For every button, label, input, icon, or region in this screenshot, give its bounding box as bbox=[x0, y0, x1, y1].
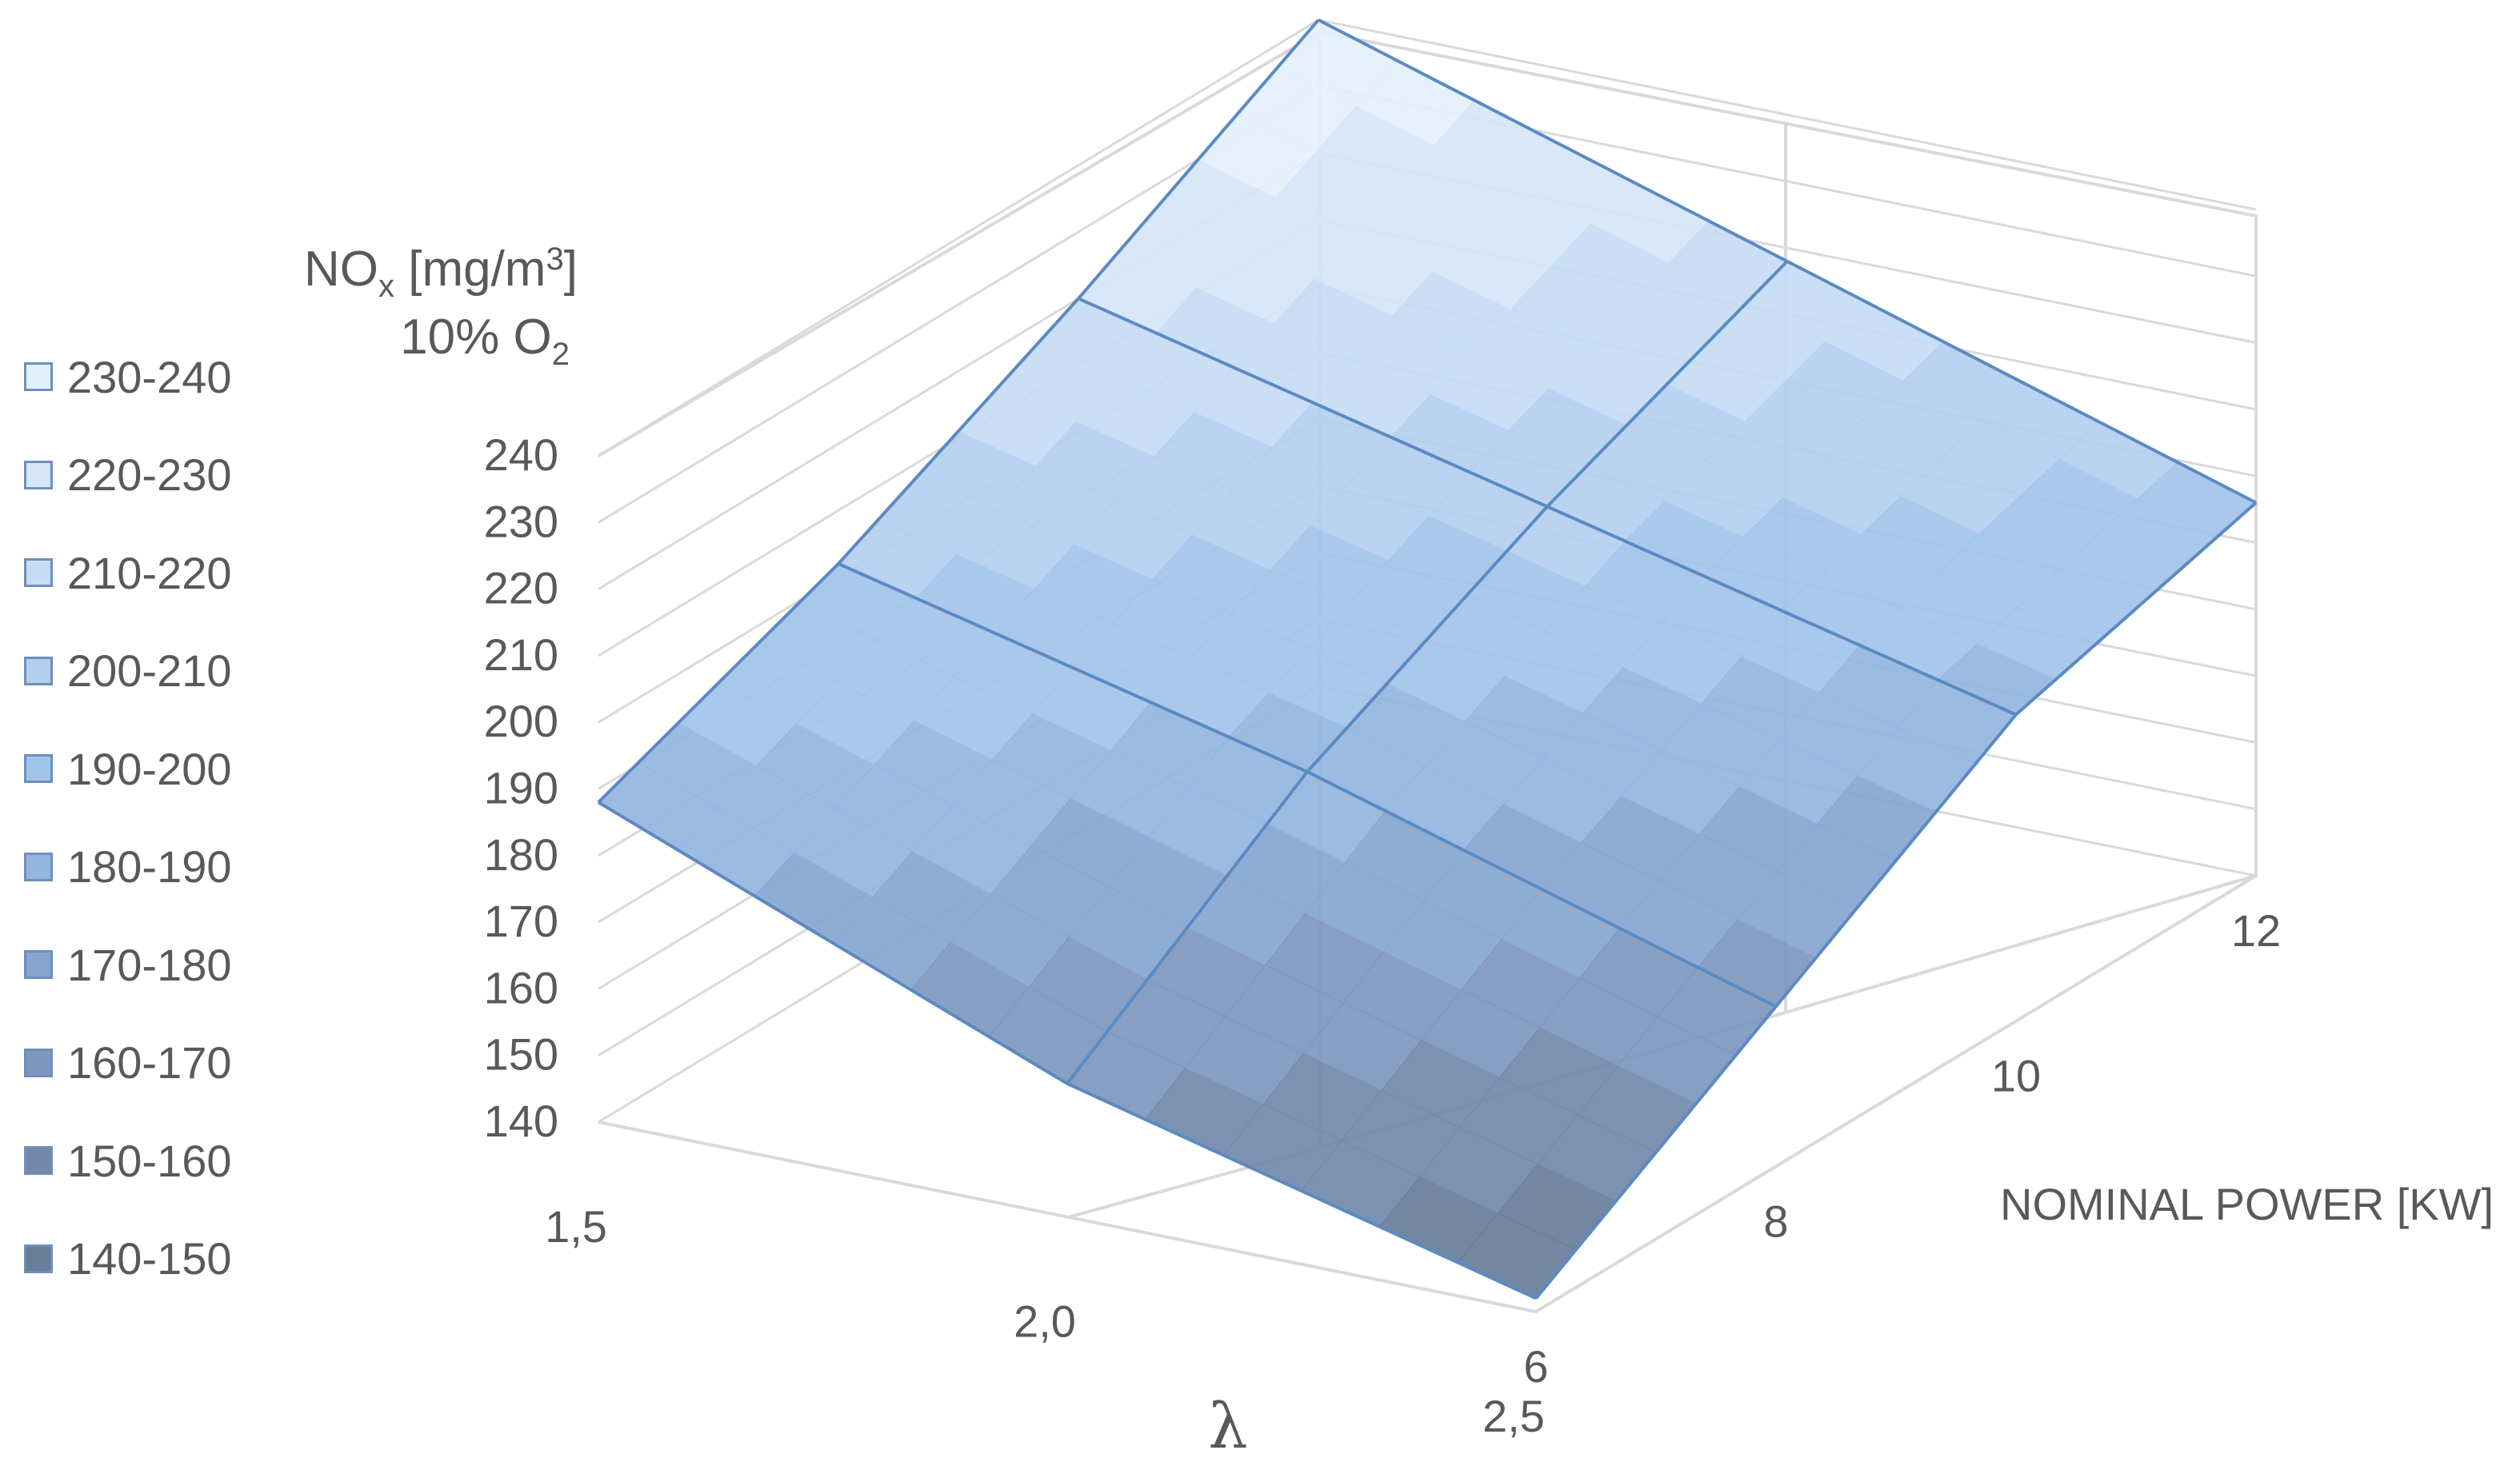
x-tick-label: 1,5 bbox=[545, 1201, 607, 1252]
z-tick-label: 200 bbox=[484, 696, 558, 746]
legend-swatch bbox=[24, 754, 53, 784]
legend-item: 220-230 bbox=[24, 426, 232, 525]
legend-label: 180-190 bbox=[67, 841, 232, 893]
surface-mesh-line bbox=[1066, 260, 1789, 1085]
legend-swatch bbox=[24, 460, 53, 489]
z-axis-title-main: NO bbox=[304, 242, 378, 297]
z-tick-label: 230 bbox=[484, 496, 558, 546]
legend-item: 140-150 bbox=[24, 1210, 232, 1308]
legend-label: 230-240 bbox=[67, 351, 232, 402]
legend-swatch bbox=[24, 1244, 53, 1273]
z-tick-label: 150 bbox=[484, 1029, 558, 1080]
legend-swatch bbox=[24, 852, 53, 881]
legend-item: 210-220 bbox=[24, 524, 232, 622]
y-tick-label: 12 bbox=[2231, 905, 2281, 956]
z-axis-title-line2-sub: 2 bbox=[551, 337, 570, 372]
legend-label: 220-230 bbox=[67, 449, 232, 501]
surface bbox=[597, 18, 2258, 1300]
z-tick-label: 220 bbox=[484, 563, 558, 613]
legend-label: 160-170 bbox=[67, 1037, 232, 1089]
legend-item: 150-160 bbox=[24, 1112, 232, 1210]
y-tick-label: 6 bbox=[1523, 1341, 1548, 1392]
legend-item: 180-190 bbox=[24, 818, 232, 917]
legend-item: 230-240 bbox=[24, 328, 232, 426]
legend-swatch bbox=[24, 656, 53, 685]
z-axis-title: NOx [mg/m3] 10% O2 bbox=[304, 238, 578, 374]
x-tick-label: 2,0 bbox=[1014, 1296, 1076, 1347]
legend-swatch bbox=[24, 1146, 53, 1176]
y-tick-label: 8 bbox=[1763, 1196, 1788, 1246]
legend-label: 190-200 bbox=[67, 743, 232, 794]
legend-label: 200-210 bbox=[67, 645, 232, 697]
z-axis-title-line2-text: 10% O bbox=[400, 310, 552, 365]
z-axis-title-line2: 10% O2 bbox=[304, 306, 578, 374]
legend-swatch bbox=[24, 950, 53, 980]
surface-mesh-line bbox=[1534, 501, 2258, 1300]
z-tick-label: 190 bbox=[484, 763, 558, 813]
legend-item: 200-210 bbox=[24, 622, 232, 721]
legend-item: 160-170 bbox=[24, 1014, 232, 1112]
legend-swatch bbox=[24, 558, 53, 588]
z-axis-title-unit-end: ] bbox=[563, 242, 578, 297]
z-tick-label: 140 bbox=[484, 1096, 558, 1146]
x-axis-title: λ bbox=[1208, 1391, 1247, 1463]
legend-item: 190-200 bbox=[24, 720, 232, 818]
legend: 230-240 220-230 210-220 200-210 190-200 180-1… bbox=[24, 328, 232, 1308]
legend-label: 140-150 bbox=[67, 1233, 232, 1284]
tick-labels: 140 150 160 170 180 190 200 210 220 230 240 1,5 2,0 2… bbox=[484, 429, 2494, 1463]
y-tick-label: 10 bbox=[1991, 1051, 2041, 1101]
z-tick-label: 240 bbox=[484, 429, 558, 480]
legend-swatch bbox=[24, 1048, 53, 1077]
legend-item: 170-180 bbox=[24, 916, 232, 1014]
legend-swatch bbox=[24, 362, 53, 392]
z-tick-label: 160 bbox=[484, 962, 558, 1013]
z-tick-label: 180 bbox=[484, 829, 558, 880]
z-axis-title-sub: x bbox=[378, 269, 394, 304]
x-tick-label: 2,5 bbox=[1482, 1391, 1545, 1441]
z-tick-label: 170 bbox=[484, 896, 558, 946]
legend-label: 150-160 bbox=[67, 1135, 232, 1186]
surface-mesh-line bbox=[597, 18, 1320, 804]
floor-front-edge bbox=[598, 874, 2258, 1314]
z-axis-title-unit: [mg/m bbox=[394, 242, 546, 297]
legend-label: 170-180 bbox=[67, 939, 232, 990]
z-tick-label: 210 bbox=[484, 629, 558, 680]
legend-label: 210-220 bbox=[67, 547, 232, 598]
z-axis-title-sup: 3 bbox=[546, 242, 564, 277]
y-axis-title: NOMINAL POWER [KW] bbox=[2000, 1179, 2494, 1229]
